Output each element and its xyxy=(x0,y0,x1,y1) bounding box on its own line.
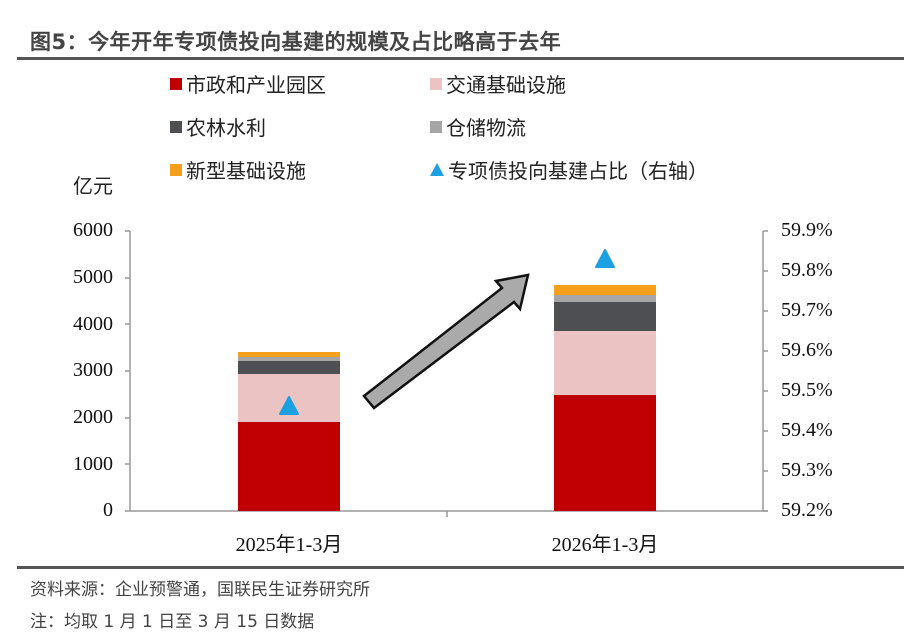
legend-label: 仓储物流 xyxy=(446,116,526,140)
legend-swatch xyxy=(170,77,182,90)
triangle-marker-icon xyxy=(430,163,444,176)
y2-tick: 59.8% xyxy=(781,259,833,281)
legend-label: 农林水利 xyxy=(186,116,266,140)
legend-swatch xyxy=(170,120,182,133)
note-text: 注：均取 1 月 1 日至 3 月 15 日数据 xyxy=(30,612,315,632)
bar-2025 xyxy=(238,352,340,511)
y-tick: 2000 xyxy=(73,406,113,428)
y-tick: 4000 xyxy=(73,313,113,335)
y-tick: 6000 xyxy=(73,219,113,241)
legend-swatch xyxy=(170,163,182,176)
y2-tick: 59.7% xyxy=(781,299,833,321)
share-marker-2025 xyxy=(279,396,299,415)
source-text: 资料来源：企业预警通，国联民生证券研究所 xyxy=(30,580,370,600)
share-marker-2026 xyxy=(595,249,615,268)
chart-title: 图5：今年开年专项债投向基建的规模及占比略高于去年 xyxy=(30,30,562,54)
y2-tick: 59.2% xyxy=(781,499,833,521)
legend-item-infra-share: 专项债投向基建占比（右轴） xyxy=(430,155,708,184)
left-axis-unit: 亿元 xyxy=(73,174,113,198)
source-divider xyxy=(17,566,904,569)
y-tick: 3000 xyxy=(73,359,113,381)
legend-swatch xyxy=(430,77,442,90)
y-tick: 0 xyxy=(103,499,113,521)
legend-label: 市政和产业园区 xyxy=(186,73,326,97)
y-tick: 5000 xyxy=(73,266,113,288)
legend-label: 交通基础设施 xyxy=(446,73,566,97)
legend-swatch xyxy=(430,120,442,133)
y2-tick: 59.3% xyxy=(781,459,833,481)
legend-label: 专项债投向基建占比（右轴） xyxy=(448,159,708,183)
title-divider xyxy=(17,57,904,60)
y2-tick: 59.9% xyxy=(781,219,833,241)
x-label-2025: 2025年1-3月 xyxy=(235,534,343,556)
x-label-2026: 2026年1-3月 xyxy=(551,534,659,556)
legend-item-agri-water: 农林水利 xyxy=(170,112,266,141)
y2-tick: 59.4% xyxy=(781,419,833,441)
legend-item-new-infra: 新型基础设施 xyxy=(170,155,306,184)
bar-2026 xyxy=(554,285,656,511)
legend-item-logistics: 仓储物流 xyxy=(430,112,526,141)
y-tick: 1000 xyxy=(73,453,113,475)
legend-item-transport: 交通基础设施 xyxy=(430,69,566,98)
y2-tick: 59.6% xyxy=(781,339,833,361)
trend-arrow-icon xyxy=(362,273,530,410)
legend-label: 新型基础设施 xyxy=(186,159,306,183)
legend-item-municipal: 市政和产业园区 xyxy=(170,69,326,98)
y2-tick: 59.5% xyxy=(781,379,833,401)
